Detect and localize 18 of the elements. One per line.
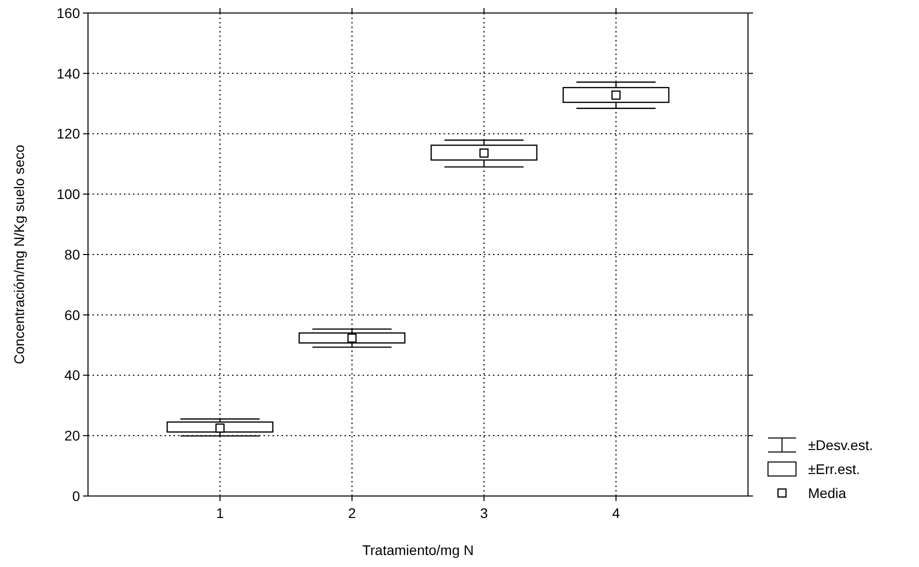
y-tick-label: 160 [56,4,80,21]
y-tick-label: 100 [56,186,80,202]
y-axis-title: Concentración/mg N/Kg suelo seco [11,144,27,364]
y-tick-label: 0 [72,488,80,504]
y-tick-label: 140 [56,65,80,82]
text: Media [808,484,846,501]
y-tick-label: 80 [64,246,80,262]
text: ±Err.est. [808,460,860,477]
y-tick-label: 20 [64,428,80,444]
x-axis-title: Tratamiento/mg N [362,542,474,558]
y-tick-label: 60 [64,306,80,323]
text: ±Desv.est. [808,436,873,453]
x-tick-label: 1 [216,505,224,521]
y-tick-label: 120 [56,126,80,142]
x-tick-label: 2 [348,505,356,521]
y-tick-label: 40 [64,367,80,384]
x-tick-label: 4 [612,505,620,521]
x-tick-label: 3 [480,505,488,521]
